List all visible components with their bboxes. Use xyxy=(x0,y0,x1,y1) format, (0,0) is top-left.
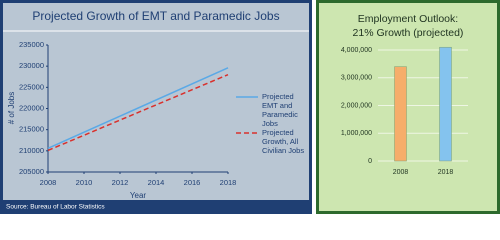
left-panel xyxy=(3,3,309,200)
y-tick-label: 235000 xyxy=(19,40,44,49)
source: Source: Bureau of Labor Statistics xyxy=(6,204,105,211)
y-tick-label: 4,000,000 xyxy=(341,47,372,54)
chart-title: Employment Outlook: 21% Growth (projecte… xyxy=(352,13,464,39)
x-tick-label: 2018 xyxy=(438,169,454,176)
x-tick-label: 2018 xyxy=(220,178,237,187)
y-tick-label: 215000 xyxy=(19,125,44,134)
x-tick-label: 2008 xyxy=(393,169,409,176)
y-tick-label: 225000 xyxy=(19,82,44,91)
legend-label: Projected EMT and Paramedic Jobs xyxy=(262,92,298,128)
y-tick-label: 205000 xyxy=(19,167,44,176)
right-panel xyxy=(319,3,497,211)
y-tick-label: 2,000,000 xyxy=(341,102,372,109)
chart-title: Projected Growth of EMT and Paramedic Jo… xyxy=(32,9,280,23)
x-tick-label: 2010 xyxy=(76,178,93,187)
y-tick-label: 230000 xyxy=(19,61,44,70)
bar xyxy=(394,66,407,162)
y-axis-label: # of Jobs xyxy=(7,92,16,124)
y-tick-label: 3,000,000 xyxy=(341,75,372,82)
series-line xyxy=(47,73,229,152)
x-tick-label: 2014 xyxy=(148,178,165,187)
chart: Source: Bureau of Labor Statistics Year … xyxy=(0,0,500,214)
series-line xyxy=(47,67,229,149)
x-axis-label: Year xyxy=(130,191,147,200)
y-tick-label: 1,000,000 xyxy=(341,130,372,137)
page: {"chart_data": [ {"type": "line", "title… xyxy=(0,0,500,214)
legend-label: Projected Growth, All Civilian Jobs xyxy=(262,128,305,155)
x-tick-label: 2008 xyxy=(40,178,57,187)
y-tick-label: 210000 xyxy=(19,146,44,155)
y-tick-label: 220000 xyxy=(19,103,44,112)
bar xyxy=(439,46,452,162)
x-tick-label: 2016 xyxy=(184,178,201,187)
x-tick-label: 2012 xyxy=(112,178,129,187)
y-tick-label: 0 xyxy=(368,158,372,165)
